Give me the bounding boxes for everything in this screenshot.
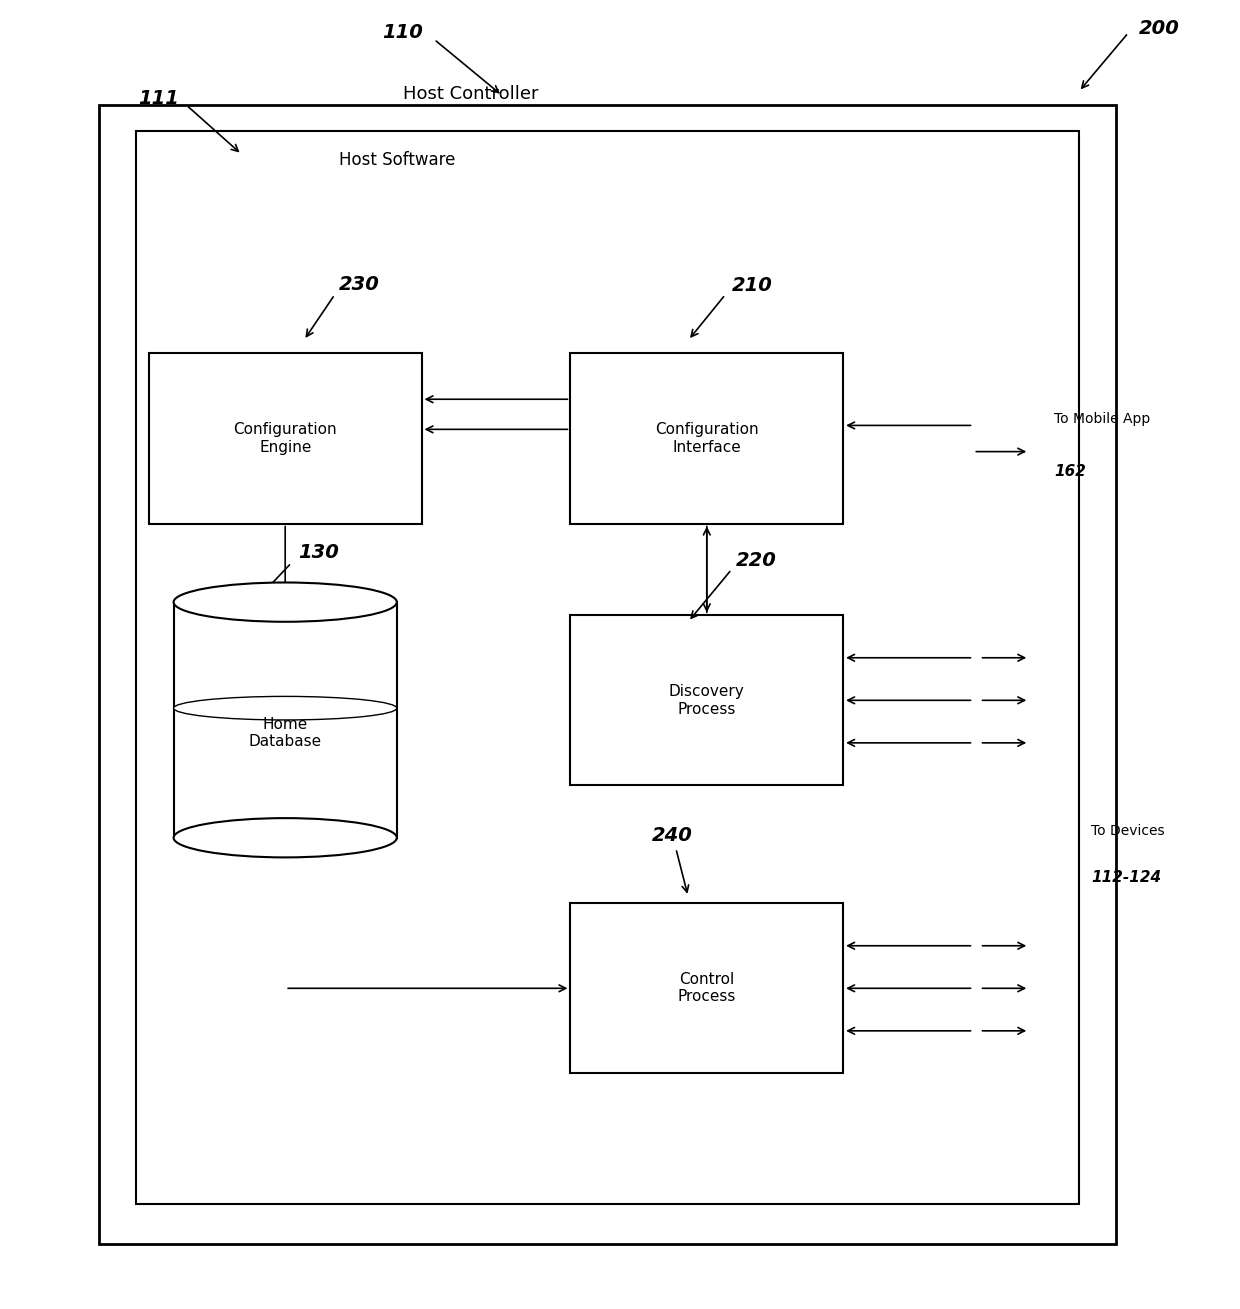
- Text: Home
Database: Home Database: [249, 717, 321, 749]
- Ellipse shape: [174, 583, 397, 622]
- FancyBboxPatch shape: [570, 615, 843, 785]
- Text: Discovery
Process: Discovery Process: [668, 685, 745, 716]
- Text: 230: 230: [340, 275, 379, 293]
- Ellipse shape: [174, 696, 397, 720]
- Text: 112-124: 112-124: [1091, 869, 1162, 885]
- Text: Control
Process: Control Process: [677, 973, 737, 1004]
- Text: To Mobile App: To Mobile App: [1054, 412, 1151, 425]
- Text: Configuration
Engine: Configuration Engine: [233, 423, 337, 454]
- Text: 110: 110: [383, 24, 423, 42]
- FancyBboxPatch shape: [99, 105, 1116, 1244]
- Text: Host Controller: Host Controller: [403, 85, 539, 103]
- FancyBboxPatch shape: [570, 353, 843, 524]
- Text: 220: 220: [737, 551, 776, 569]
- FancyBboxPatch shape: [570, 903, 843, 1073]
- FancyBboxPatch shape: [174, 602, 397, 838]
- FancyBboxPatch shape: [149, 353, 422, 524]
- Text: 111: 111: [139, 89, 179, 107]
- Text: To Devices: To Devices: [1091, 825, 1164, 838]
- Text: 162: 162: [1054, 463, 1086, 479]
- Text: 130: 130: [299, 543, 339, 562]
- FancyBboxPatch shape: [136, 131, 1079, 1204]
- Text: 200: 200: [1140, 20, 1179, 38]
- Text: 210: 210: [733, 276, 773, 295]
- Text: Host Software: Host Software: [339, 151, 455, 169]
- Ellipse shape: [174, 818, 397, 857]
- Text: Configuration
Interface: Configuration Interface: [655, 423, 759, 454]
- Text: 240: 240: [652, 826, 692, 844]
